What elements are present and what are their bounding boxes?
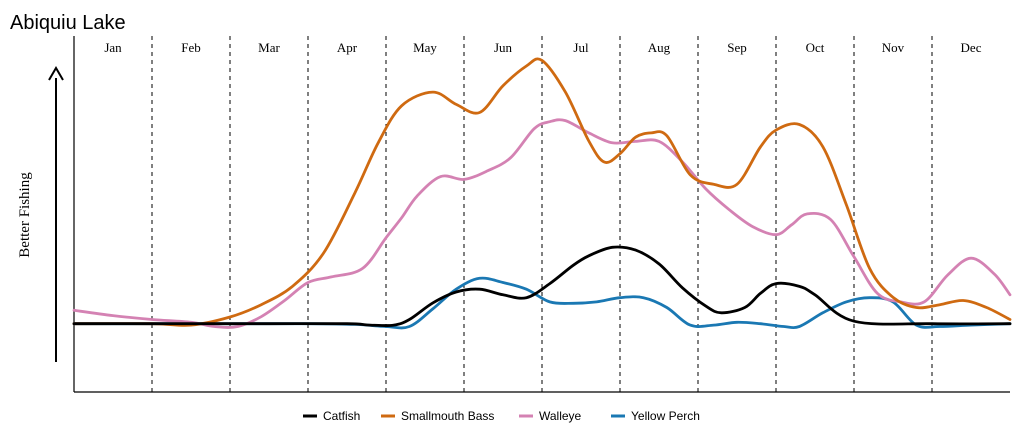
legend: Catfish Smallmouth Bass Walleye Yellow Perc… <box>303 409 700 423</box>
series-line-catfish <box>72 245 1012 328</box>
chart-title: Abiquiu Lake <box>10 12 126 34</box>
month-labels: Jan Feb Mar Apr May Jun Jul Aug Sep Oct Nov Dec <box>104 40 981 55</box>
month-dividers <box>151 36 933 392</box>
legend-label: Yellow Perch <box>631 409 700 423</box>
month-label: Dec <box>961 40 982 55</box>
month-label: Feb <box>181 40 201 55</box>
legend-label: Walleye <box>539 409 582 423</box>
month-label: Aug <box>648 40 671 55</box>
series-line-walleye <box>72 118 1012 329</box>
legend-label: Smallmouth Bass <box>401 409 494 423</box>
month-label: Oct <box>806 40 825 55</box>
legend-label: Catfish <box>323 409 360 423</box>
series-line-smallmouth-bass <box>72 57 1012 327</box>
month-label: May <box>413 40 437 55</box>
month-label: Mar <box>258 40 280 55</box>
month-label: Sep <box>727 40 747 55</box>
month-label: Jun <box>494 40 513 55</box>
month-label: Jan <box>104 40 122 55</box>
y-axis-label: Better Fishing <box>17 172 33 258</box>
better-fishing-arrow <box>48 66 64 362</box>
month-label: Nov <box>882 40 905 55</box>
series-lines <box>72 57 1012 330</box>
month-label: Jul <box>573 40 589 55</box>
month-label: Apr <box>337 40 358 55</box>
